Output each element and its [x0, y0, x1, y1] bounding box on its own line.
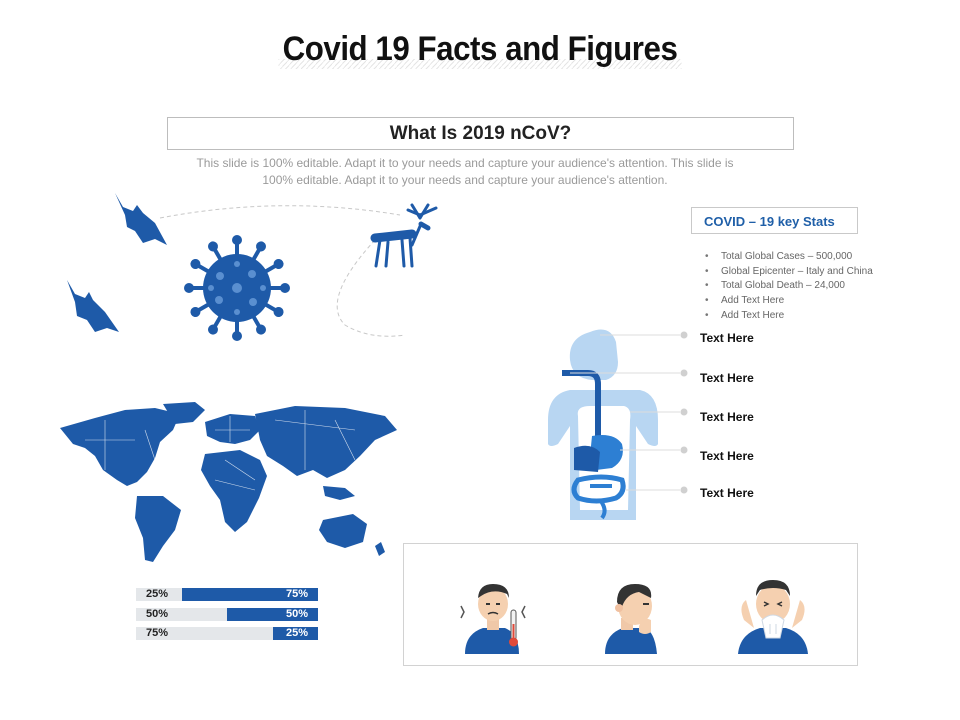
percent-bar-2: 50% 50% — [136, 608, 318, 621]
percent-bar-right-label: 75% — [285, 588, 308, 600]
percent-bar-right-label: 50% — [285, 608, 308, 620]
percent-bar-fill — [181, 588, 318, 601]
percent-bar-left-label: 50% — [146, 608, 169, 620]
percent-bar-left-label: 75% — [146, 627, 169, 639]
key-stats-heading: COVID – 19 key Stats — [691, 207, 858, 234]
bat-icon — [115, 193, 167, 245]
body-label-5: Text Here — [700, 486, 754, 500]
bat-icon — [67, 280, 119, 332]
key-stats-item: Total Global Cases – 500,000 — [705, 250, 873, 265]
body-label-3: Text Here — [700, 410, 754, 424]
percent-bar-right-label: 25% — [285, 627, 308, 639]
dashed-connector — [159, 205, 401, 219]
description-text: This slide is 100% editable. Adapt it to… — [196, 156, 734, 187]
human-body-icon — [548, 329, 688, 520]
body-label-4: Text Here — [700, 449, 754, 463]
symptoms-panel — [403, 543, 858, 666]
body-label-2: Text Here — [700, 371, 754, 385]
key-stats-item: Global Epicenter – Italy and China — [705, 265, 873, 280]
sneezing-person-icon — [738, 580, 808, 654]
world-map — [60, 402, 397, 562]
page-title: Covid 19 Facts and Figures — [38, 30, 921, 69]
transmission-illustration — [67, 193, 438, 341]
virus-icon — [184, 235, 290, 341]
percent-bar-3: 75% 25% — [136, 627, 318, 640]
deer-icon — [370, 203, 438, 268]
percent-bar-fill — [227, 608, 318, 621]
percent-bar-fill — [272, 627, 318, 640]
coughing-person-icon — [605, 584, 657, 654]
percent-bar-1: 25% 75% — [136, 588, 318, 601]
body-label-1: Text Here — [700, 331, 754, 345]
dashed-connector — [336, 239, 406, 337]
key-stats-item: Add Text Here — [705, 309, 873, 324]
key-stats-item: Total Global Death – 24,000 — [705, 279, 873, 294]
key-stats-list: Total Global Cases – 500,000 Global Epic… — [705, 250, 873, 323]
subtitle-box: What Is 2019 nCoV? — [167, 117, 794, 150]
percent-bar-left-label: 25% — [146, 588, 169, 600]
key-stats-item: Add Text Here — [705, 294, 873, 309]
fever-person-icon — [460, 584, 526, 654]
